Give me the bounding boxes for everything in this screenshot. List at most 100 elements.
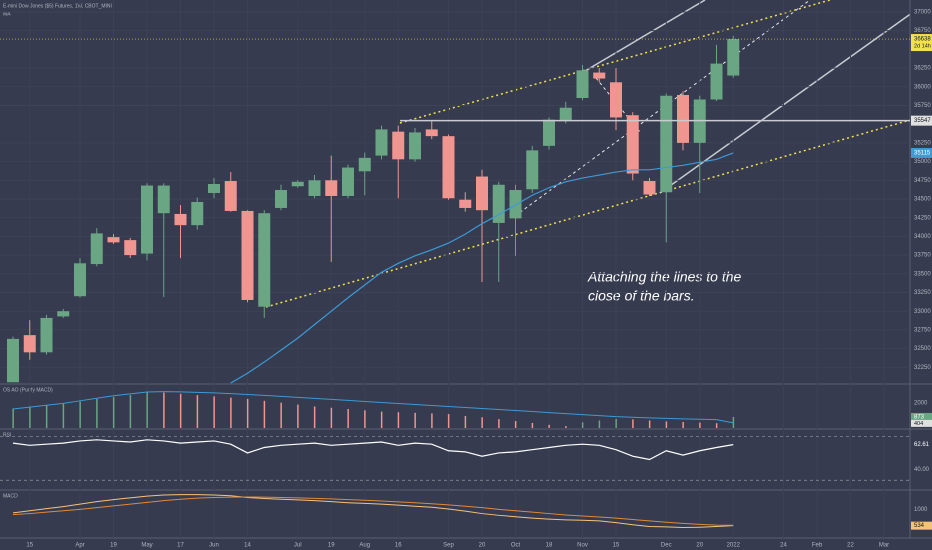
candle-body: [325, 180, 338, 196]
y-tick-label: 33250: [914, 290, 931, 296]
price-tag-label: 35115: [914, 151, 931, 157]
ao-bar: [665, 421, 668, 428]
x-tick-label: 15: [613, 543, 620, 549]
lower-channel: [265, 119, 910, 308]
candle-body: [526, 150, 539, 190]
x-tick-label: 2022: [727, 543, 741, 549]
y-tick-label: 34500: [914, 197, 931, 203]
annotation: close of the bars.: [588, 288, 695, 304]
candle-body: [559, 107, 572, 122]
x-tick-label: Sep: [443, 543, 454, 549]
pane-title: OS AO (Purrfy MACD): [3, 387, 53, 393]
ao-bar: [230, 397, 232, 428]
y-tick-label: 35000: [914, 159, 931, 165]
price-tag: [911, 115, 932, 126]
ao-bar: [129, 395, 132, 428]
ao-bar: [29, 406, 31, 428]
y-tick-label: 36000: [914, 84, 931, 90]
x-tick-label: Feb: [812, 543, 823, 549]
ao-bar: [246, 398, 249, 428]
y-tick-label: 37000: [914, 10, 931, 16]
candle-body: [727, 39, 740, 76]
ao-bar: [447, 414, 450, 428]
value-tag: [911, 412, 932, 421]
value-tag-label: 62.61: [914, 442, 930, 448]
x-tick-label: 15: [26, 543, 33, 549]
pane-title: RSI: [3, 432, 11, 438]
value-tag: [911, 521, 932, 530]
x-tick-label: Oct: [511, 543, 521, 549]
ao-bar: [732, 416, 735, 428]
ao-bar: [347, 409, 349, 428]
ao-bar: [548, 424, 550, 428]
candle-body: [476, 176, 488, 211]
price-tag: [911, 147, 932, 158]
ao-bar: [364, 410, 366, 428]
rsi-line: [12, 439, 734, 461]
candle-body: [660, 95, 673, 193]
candle-body: [610, 82, 622, 118]
x-tick-label: 16: [395, 543, 402, 549]
y-tick-label: 40.00: [914, 467, 930, 473]
candle-body: [543, 119, 555, 146]
candle-body: [258, 213, 271, 307]
ao-bar: [112, 397, 115, 428]
ao-bar: [280, 402, 282, 428]
candle-body: [375, 129, 388, 156]
y-tick-label: 34750: [914, 178, 931, 184]
candle-body: [107, 237, 120, 243]
x-tick-label: 19: [110, 543, 117, 549]
countdown: 2d 14h: [914, 44, 931, 50]
candle-body: [191, 201, 204, 226]
value-tag-label: 873: [914, 415, 925, 421]
candle-body: [157, 185, 170, 214]
ao-bar: [79, 401, 81, 428]
x-tick-label: 17: [177, 543, 184, 549]
candle-body: [275, 190, 287, 208]
y-tick-label: 35250: [914, 140, 931, 146]
ao-bar: [330, 407, 333, 428]
candle-body: [425, 129, 438, 137]
x-tick-label: Mar: [879, 543, 889, 549]
candle-body: [358, 157, 371, 172]
x-tick-label: Jun: [209, 543, 219, 549]
indicator-label: MA: [3, 11, 11, 17]
macd-line: [12, 496, 734, 526]
ao-bar: [615, 418, 617, 428]
ao-bar: [263, 400, 266, 428]
ao-bar: [514, 421, 517, 428]
candle-body: [576, 70, 589, 98]
ao-bar: [598, 420, 601, 428]
ao-bar: [397, 412, 400, 428]
x-tick-label: 14: [244, 543, 251, 549]
candle-body: [7, 338, 19, 383]
y-tick-label: 36250: [914, 66, 931, 72]
ao-bar: [12, 408, 14, 428]
ao-bar: [380, 411, 383, 428]
ao-bar: [565, 426, 567, 428]
moving-average: [230, 152, 734, 384]
value-tag: [911, 419, 932, 427]
candle-body: [23, 335, 36, 353]
ao-bar: [196, 395, 199, 428]
y-tick-label: 32250: [914, 365, 931, 371]
y-tick-label: 33750: [914, 253, 931, 259]
candle-body: [241, 210, 254, 300]
candle-body: [710, 63, 723, 100]
ao-bar: [464, 415, 467, 428]
ao-bar: [431, 413, 433, 428]
candle-body: [124, 240, 137, 256]
value-tag-label: 404: [914, 421, 923, 427]
candle-body: [442, 136, 455, 199]
candle-body: [643, 181, 656, 195]
ao-bar: [146, 391, 148, 428]
y-tick-label: 33000: [914, 309, 931, 315]
ao-bar: [682, 421, 684, 428]
ao-bar: [498, 419, 500, 428]
x-tick-label: 18: [546, 543, 553, 549]
macd-line: [12, 494, 734, 529]
candle-body: [40, 317, 53, 353]
ao-bar: [163, 392, 165, 428]
x-tick-label: 22: [847, 543, 854, 549]
